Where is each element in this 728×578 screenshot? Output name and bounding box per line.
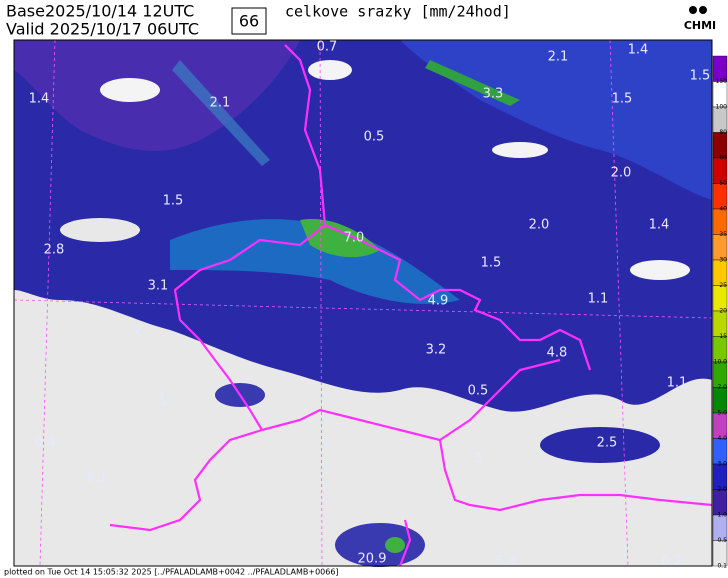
lead-box (231, 7, 267, 35)
map-label: 7.0 (344, 231, 365, 246)
scale-label: 150 (716, 78, 728, 85)
scale-label: 10.0 (714, 359, 728, 366)
map-label: 1 (159, 394, 167, 409)
scale-label: 4.0 (717, 435, 727, 442)
scale-label: 7.0 (717, 384, 727, 391)
scale-label: 5.0 (717, 410, 727, 417)
scale-label: 3.0 (717, 461, 727, 468)
map-label: 2.1 (548, 50, 569, 65)
map-label: 0.5 (468, 384, 489, 399)
scale-label: 15 (719, 333, 727, 340)
map-label: 2.0 (611, 166, 632, 181)
color-scale: 150 100 80 60 50 40 35 30 25 20 15 10.0 7.0 5.0 4.0 3.0… (712, 55, 728, 570)
map-label: 3 (474, 452, 482, 467)
scale-label: 0.1 (717, 563, 727, 570)
base-time: Base2025/10/14 12UTC (6, 2, 194, 21)
map-label: 2.1 (210, 96, 231, 111)
scale-label: 100 (716, 104, 728, 111)
map-labels: 0.7 2.1 1.4 1.4 2.1 3.3 1.5 1.5 0.5 2.0 1.5 2.0 1.4 2… (29, 40, 711, 570)
map-label: 0.7 (317, 40, 338, 55)
map-label: 2.5 (597, 436, 618, 451)
scale-label: 0.5 (717, 537, 727, 544)
scale-label: 25 (719, 282, 727, 289)
map-label: 4.8 (547, 346, 568, 361)
scale-label: 2.0 (717, 486, 727, 493)
map-label: 0.4 (35, 436, 56, 451)
map-label: 4.9 (428, 294, 449, 309)
footer: plotted on Tue Oct 14 15:05:32 2025 [../… (4, 568, 339, 577)
map-title: celkove srazky [mm/24hod] (285, 3, 511, 21)
scale-label: 20 (719, 308, 727, 315)
map-label: 1.5 (690, 69, 711, 84)
valid-time: Valid 2025/10/17 06UTC (6, 20, 199, 39)
map (13, 39, 713, 567)
lead-hours: 66 (239, 12, 259, 31)
scale-label: 50 (719, 180, 727, 187)
scale-swatch (712, 540, 728, 567)
scale-label: 80 (719, 129, 727, 136)
map-label: 0.5 (364, 130, 385, 145)
map-label: 1.4 (649, 218, 670, 233)
map-label: 1.5 (612, 92, 633, 107)
scale-label: 60 (719, 155, 727, 162)
map-label: 5.4 (496, 555, 517, 570)
map-label: 1.5 (481, 256, 502, 271)
map-label: 1.1 (667, 376, 688, 391)
scale-label: 1.0 (717, 512, 727, 519)
map-label: 20.9 (358, 552, 387, 567)
map-label: 3.1 (148, 279, 169, 294)
map-label: 2 (134, 324, 142, 339)
scale-label: 40 (719, 206, 727, 213)
logo: CHMI (684, 19, 716, 32)
map-label: 0.2 (662, 555, 683, 570)
scale-label: 35 (719, 231, 727, 238)
map-label: 3.3 (483, 87, 504, 102)
map-label: 2.8 (44, 243, 65, 258)
map-label: 1.4 (29, 92, 50, 107)
map-label: 0.1 (87, 471, 108, 486)
map-label: 1.1 (588, 292, 609, 307)
map-label: 1.5 (163, 194, 184, 209)
map-label: 1.4 (628, 43, 649, 58)
scale-label: 30 (719, 257, 727, 264)
map-label: 3.2 (426, 343, 447, 358)
map-label: 2.0 (529, 218, 550, 233)
